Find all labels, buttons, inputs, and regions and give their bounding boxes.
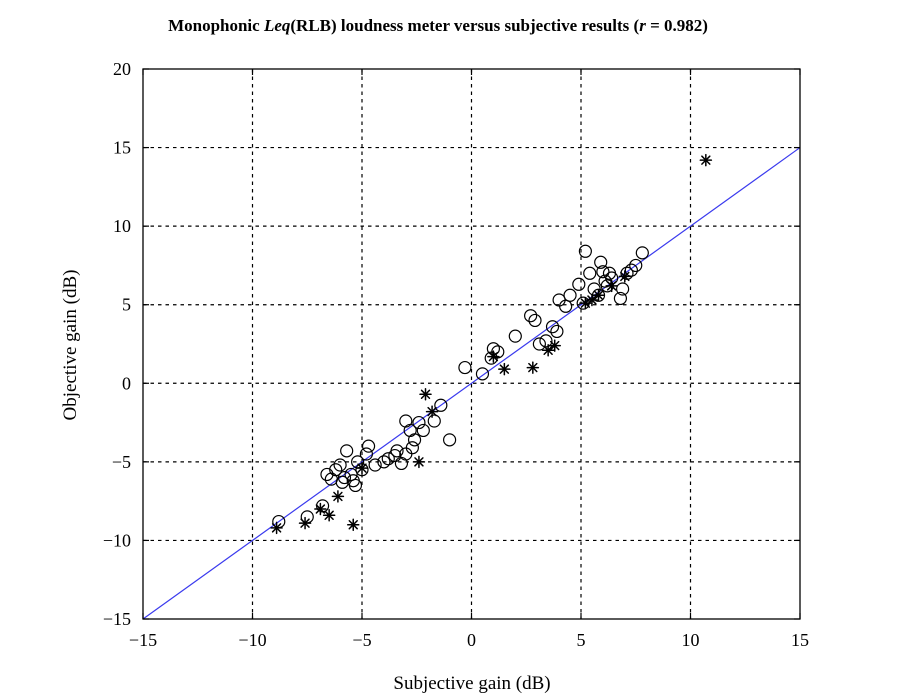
x-tick-label: 10 [682, 630, 700, 650]
circle-marker-point [458, 360, 472, 375]
circle-marker-point [333, 458, 347, 472]
circle-marker-point [572, 277, 586, 291]
circle-marker-point [361, 439, 376, 453]
y-tick-label: 10 [113, 216, 131, 236]
circle-marker-point [340, 444, 354, 458]
y-tick-label: −10 [103, 530, 131, 550]
y-tick-label: 15 [113, 138, 131, 158]
x-tick-label: 15 [791, 630, 809, 650]
star-marker-point [425, 405, 439, 418]
circle-marker-point [613, 291, 628, 306]
star-marker-point [314, 502, 327, 516]
star-marker-point [498, 362, 511, 376]
circle-marker-point [394, 456, 409, 471]
x-tick-label: −15 [129, 630, 157, 650]
circle-marker-point [624, 263, 638, 277]
star-marker-point [605, 279, 618, 293]
circle-marker-point [368, 458, 382, 472]
y-tick-label: −15 [103, 609, 131, 629]
circle-marker-point [559, 299, 573, 313]
star-marker-point [526, 361, 540, 374]
circle-marker-point [635, 246, 649, 260]
circle-marker-point [578, 244, 592, 258]
circle-marker-point [359, 447, 373, 461]
circle-marker-point [390, 444, 404, 458]
x-tick-label: 0 [467, 630, 476, 650]
x-tick-label: −10 [238, 630, 266, 650]
circle-marker-point [344, 467, 358, 482]
circle-marker-point [416, 423, 430, 438]
circle-marker-point [475, 367, 490, 381]
circle-marker-point [405, 441, 419, 455]
circle-marker-point [412, 415, 426, 430]
star-marker-point [487, 350, 500, 363]
star-marker-point [346, 518, 360, 531]
circle-marker-point [629, 258, 643, 273]
star-marker-point [548, 339, 561, 352]
circle-marker-point [377, 455, 391, 469]
y-tick-label: −5 [112, 452, 131, 472]
circle-marker-point [539, 334, 553, 348]
y-tick-label: 5 [122, 295, 131, 315]
star-marker-point [541, 344, 555, 357]
circle-marker-point [337, 470, 352, 485]
circle-marker-point [381, 452, 395, 466]
reference-line-layer [142, 147, 801, 620]
star-marker-point [585, 293, 599, 307]
star-marker-point [699, 153, 713, 167]
circle-marker-point [596, 265, 610, 279]
x-tick-label: 5 [577, 630, 586, 650]
star-marker-point [419, 388, 432, 401]
chart-title: Monophonic Leq(RLB) loudness meter versu… [168, 16, 708, 35]
y-axis-label: Objective gain (dB) [60, 270, 81, 421]
circle-marker-point [443, 433, 457, 447]
star-marker-point [331, 490, 345, 503]
circle-marker-point [545, 320, 560, 334]
x-axis-label: Subjective gain (dB) [393, 673, 550, 694]
star-marker-point [270, 521, 283, 535]
circle-marker-point [407, 433, 422, 447]
circle-marker-point [532, 337, 546, 351]
circle-marker-point [399, 414, 413, 428]
star-marker-point [298, 516, 312, 530]
circle-marker-point [329, 463, 343, 477]
circle-marker-point [427, 414, 441, 428]
star-marker-point [322, 509, 336, 522]
data-points [270, 153, 713, 535]
circle-marker-point [491, 345, 505, 359]
star-marker-point [618, 270, 632, 283]
circle-marker-point [550, 324, 564, 339]
star-marker-point [592, 289, 605, 302]
circle-marker-point [552, 293, 566, 307]
circle-marker-point [594, 255, 608, 269]
star-marker-point [355, 461, 369, 475]
y-tick-label: 20 [113, 59, 131, 79]
x-tick-label: −5 [352, 630, 371, 650]
circle-marker-point [434, 398, 448, 412]
circle-marker-point [348, 478, 363, 493]
circle-marker-point [583, 266, 597, 280]
circle-marker-point [616, 282, 630, 296]
star-marker-point [412, 455, 426, 469]
reference-line [142, 147, 801, 620]
circle-marker-point [524, 309, 538, 323]
circle-marker-point [508, 329, 522, 343]
circle-marker-point [563, 288, 577, 302]
circle-marker-point [528, 313, 542, 328]
y-tick-label: 0 [122, 373, 131, 393]
grid-lines [143, 69, 800, 619]
axis-ticks: −15 −10 −5 0 5 10 15 −15 −10 −5 0 5 10 15 20 [103, 59, 809, 650]
